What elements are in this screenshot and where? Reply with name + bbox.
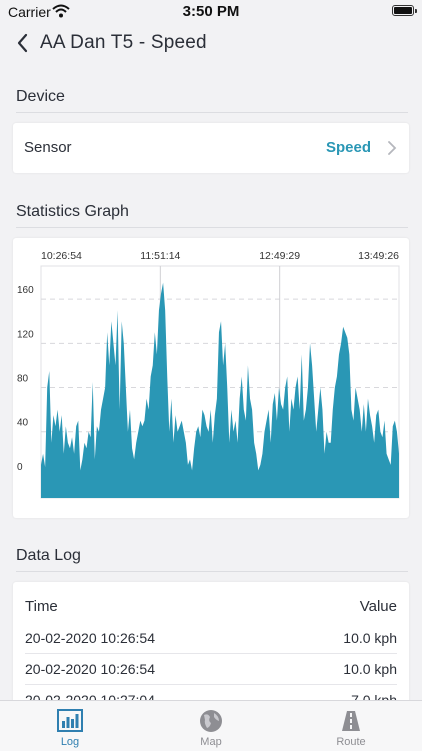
table-row[interactable]: 20-02-2020 10:26:54 10.0 kph (25, 622, 397, 654)
status-bar: Carrier 3:50 PM (0, 0, 422, 26)
log-section-title: Data Log (16, 547, 81, 564)
y-tick-label: 0 (17, 462, 23, 473)
row-value: 10.0 kph (343, 661, 397, 677)
wifi-icon (52, 4, 70, 18)
time-column-header: Time (25, 598, 58, 615)
row-value: 10.0 kph (343, 630, 397, 646)
chevron-right-icon (388, 141, 397, 155)
row-time: 20-02-2020 10:26:54 (25, 661, 155, 677)
status-time: 3:50 PM (182, 3, 240, 20)
sensor-label: Sensor (24, 139, 72, 156)
y-tick-label: 40 (17, 418, 29, 429)
globe-icon (200, 710, 222, 732)
tab-log-label: Log (60, 736, 80, 748)
carrier-label: Carrier (8, 4, 51, 20)
bar-chart-icon (57, 709, 83, 732)
device-section-title: Device (16, 88, 65, 105)
battery-icon (392, 5, 417, 16)
table-row[interactable]: 20-02-2020 10:26:54 10.0 kph (25, 653, 397, 685)
sensor-row[interactable]: Sensor Speed (13, 123, 409, 173)
y-tick-label: 120 (17, 329, 34, 340)
y-tick-label: 80 (17, 374, 29, 385)
x-tick-label: 11:51:14 (140, 250, 180, 262)
back-chevron-icon[interactable] (14, 32, 32, 54)
table-header: Time Value (25, 598, 397, 618)
divider (16, 112, 408, 113)
page-title: AA Dan T5 - Speed (40, 32, 207, 53)
divider (16, 571, 408, 572)
graph-section-title: Statistics Graph (16, 203, 129, 220)
sensor-value: Speed (325, 139, 371, 156)
x-tick-label: 12:49:29 (259, 250, 300, 262)
navigation-bar: AA Dan T5 - Speed (0, 26, 422, 66)
speed-chart: 0 40 80 120 160 10:26:54 11:51:14 12:49:29 13:49… (17, 250, 400, 499)
tab-route[interactable]: Route (301, 701, 401, 751)
tab-map-label: Map (200, 736, 222, 748)
tab-map[interactable]: Map (161, 701, 261, 751)
road-icon (342, 711, 360, 731)
value-column-header: Value (359, 598, 397, 615)
tab-bar: Log Map Route (0, 700, 422, 751)
x-tick-label: 10:26:54 (41, 250, 82, 262)
tab-route-label: Route (336, 736, 366, 748)
speed-area-series (41, 282, 399, 498)
statistics-graph: 0 40 80 120 160 10:26:54 11:51:14 12:49:29 13:49… (13, 238, 409, 518)
x-tick-label: 13:49:26 (358, 250, 399, 262)
y-tick-label: 160 (17, 285, 34, 296)
tab-log[interactable]: Log (20, 701, 120, 751)
divider (16, 227, 408, 228)
row-time: 20-02-2020 10:26:54 (25, 630, 155, 646)
